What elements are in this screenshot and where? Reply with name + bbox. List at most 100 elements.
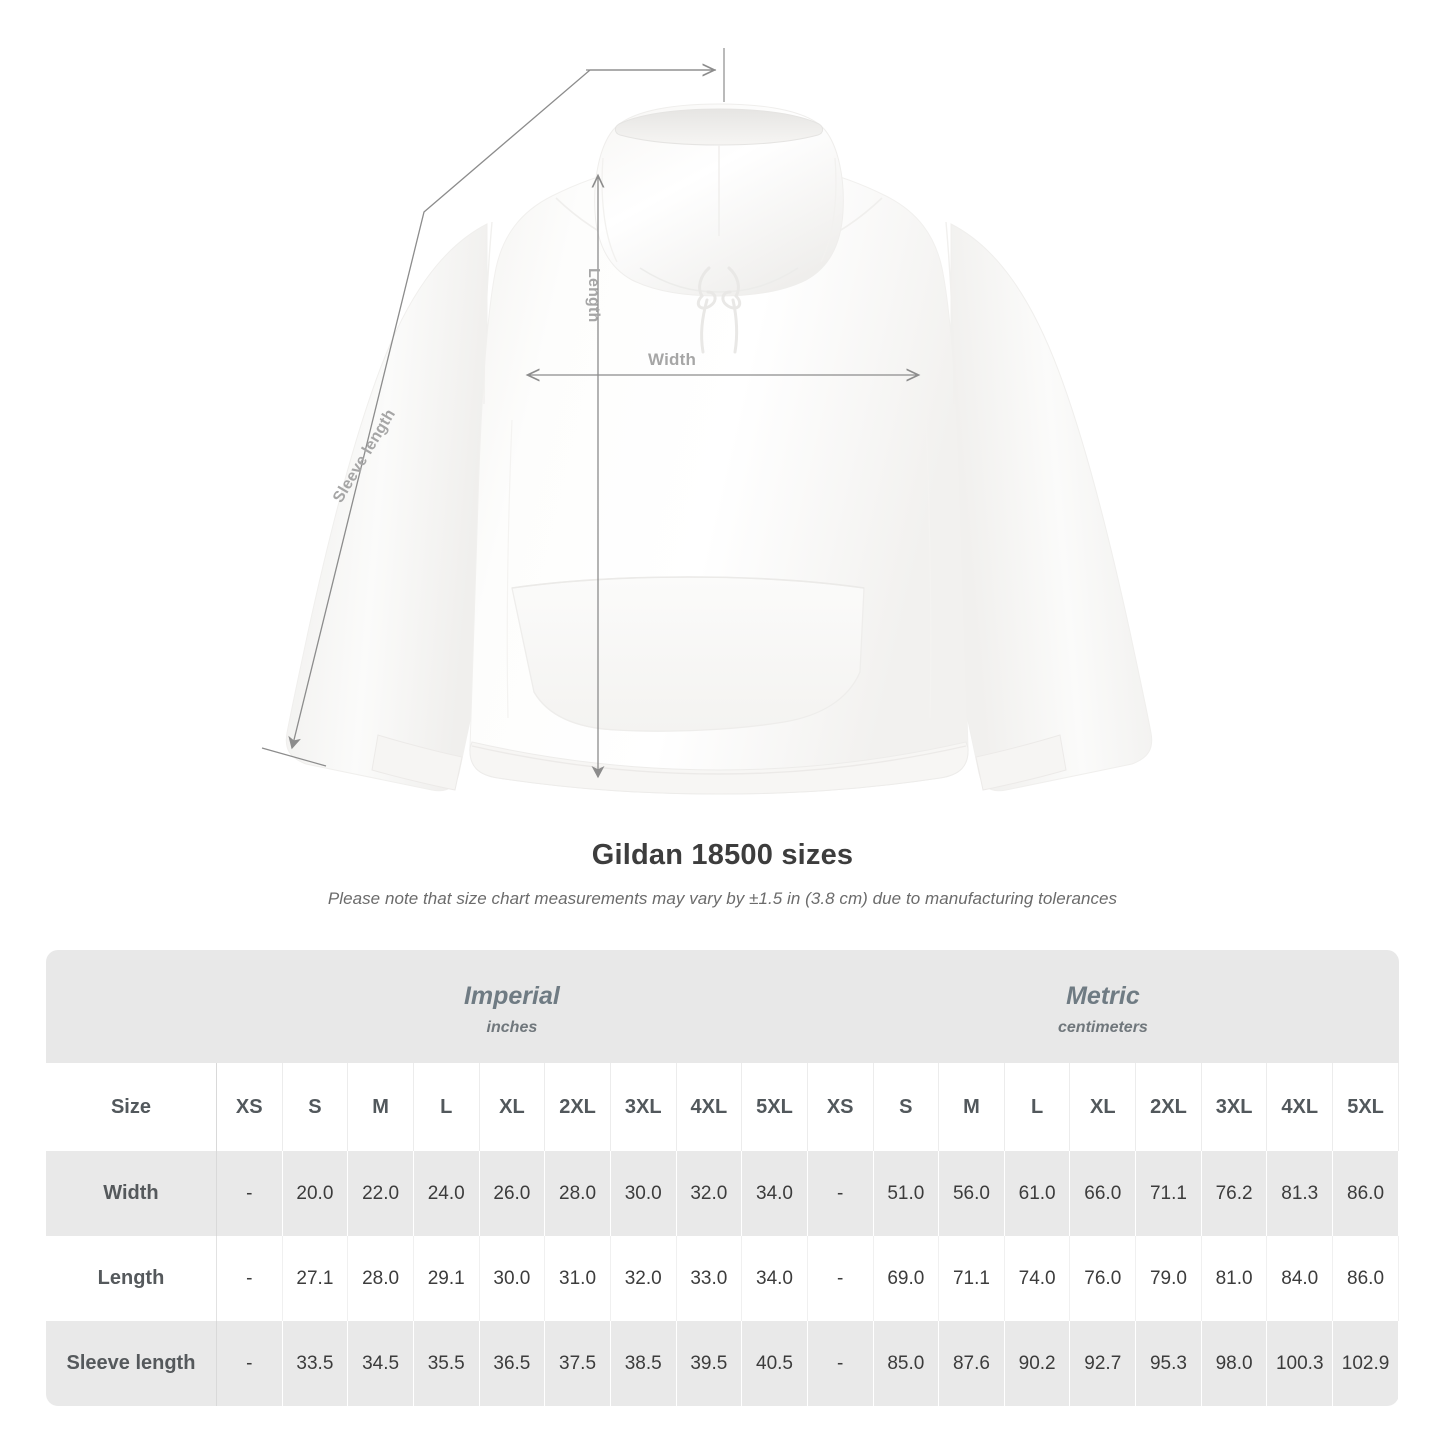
cell-length-imperial-2xl: 31.0 (544, 1236, 611, 1321)
size-header-metric-5xl: 5XL (1332, 1063, 1399, 1151)
table-head: Imperial inches Metric centimeters Size … (46, 950, 1399, 1151)
measurement-lines (261, 48, 918, 777)
cell-width-imperial-l: 24.0 (413, 1151, 480, 1236)
cell-width-imperial-s: 20.0 (282, 1151, 349, 1236)
drawstring (696, 266, 742, 354)
garment-illustration: Width Length Sleeve length (261, 48, 1153, 795)
cell-width-imperial-3xl: 30.0 (610, 1151, 677, 1236)
unit-sub-metric: centimeters (1058, 1019, 1148, 1037)
cell-length-imperial-xl: 30.0 (479, 1236, 546, 1321)
size-header-metric-xs: XS (806, 1063, 874, 1151)
cell-sleeve-length-metric-xs: - (806, 1321, 874, 1406)
cell-length-metric-3xl: 81.0 (1201, 1236, 1268, 1321)
unit-sub-imperial: inches (486, 1019, 538, 1037)
cell-sleeve-length-metric-s: 85.0 (873, 1321, 940, 1406)
cell-width-metric-xl: 66.0 (1069, 1151, 1137, 1236)
unit-header-row: Imperial inches Metric centimeters (46, 950, 1399, 1063)
cell-sleeve-length-metric-5xl: 102.9 (1332, 1321, 1399, 1406)
size-header-imperial-4xl: 4XL (676, 1063, 743, 1151)
cell-length-imperial-4xl: 33.0 (676, 1236, 743, 1321)
sleeve-bottom-tick (261, 747, 327, 767)
size-header-imperial-l: L (413, 1063, 480, 1151)
unit-name-metric: Metric (1066, 981, 1140, 1010)
cell-sleeve-length-metric-4xl: 100.3 (1266, 1321, 1334, 1406)
cell-width-metric-l: 61.0 (1004, 1151, 1071, 1236)
size-header-imperial-m: M (347, 1063, 414, 1151)
cell-sleeve-length-imperial-s: 33.5 (282, 1321, 349, 1406)
cell-sleeve-length-metric-xl: 92.7 (1069, 1321, 1137, 1406)
cell-sleeve-length-imperial-m: 34.5 (347, 1321, 414, 1406)
unit-block-imperial: Imperial inches (216, 950, 808, 1063)
row-label-sleeve-length: Sleeve length (46, 1321, 217, 1406)
cell-length-metric-xl: 76.0 (1069, 1236, 1137, 1321)
cell-length-imperial-5xl: 34.0 (741, 1236, 808, 1321)
tolerance-note: Please note that size chart measurements… (327, 888, 1118, 908)
size-column-header: Size (46, 1063, 217, 1151)
size-header-imperial-xs: XS (216, 1063, 283, 1151)
cell-sleeve-length-imperial-xl: 36.5 (479, 1321, 546, 1406)
cell-width-imperial-m: 22.0 (347, 1151, 414, 1236)
cell-width-metric-5xl: 86.0 (1332, 1151, 1399, 1236)
cell-length-metric-4xl: 84.0 (1266, 1236, 1334, 1321)
size-header-imperial-xl: XL (479, 1063, 546, 1151)
cell-sleeve-length-imperial-5xl: 40.5 (741, 1321, 808, 1406)
cell-sleeve-length-imperial-l: 35.5 (413, 1321, 480, 1406)
cell-sleeve-length-metric-l: 90.2 (1004, 1321, 1071, 1406)
cell-width-metric-s: 51.0 (873, 1151, 940, 1236)
size-chart-table: Imperial inches Metric centimeters Size … (46, 950, 1399, 1406)
unit-block-metric: Metric centimeters (807, 950, 1399, 1063)
size-header-metric-m: M (938, 1063, 1005, 1151)
size-chart-table-wrap: Imperial inches Metric centimeters Size … (46, 950, 1399, 1406)
size-header-metric-2xl: 2XL (1135, 1063, 1202, 1151)
cell-width-metric-2xl: 71.1 (1135, 1151, 1202, 1236)
table-row: Length -27.1 28.0 29.1 30.0 31.0 32.0 33.0 34.0-… (46, 1236, 1399, 1321)
table-row: Sleeve length -33.5 34.5 35.5 36.5 37.5 38.5 39… (46, 1321, 1399, 1406)
size-header-metric-3xl: 3XL (1201, 1063, 1268, 1151)
cell-sleeve-length-imperial-4xl: 39.5 (676, 1321, 743, 1406)
table-body: Width -20.0 22.0 24.0 26.0 28.0 30.0 32.0 34.0-5… (46, 1151, 1399, 1406)
page-title: Gildan 18500 sizes (591, 839, 854, 871)
table-row: Width -20.0 22.0 24.0 26.0 28.0 30.0 32.0 34.0-5… (46, 1151, 1399, 1236)
row-label-width: Width (46, 1151, 217, 1236)
cell-sleeve-length-imperial-2xl: 37.5 (544, 1321, 611, 1406)
cell-sleeve-length-imperial-3xl: 38.5 (610, 1321, 677, 1406)
unit-spacer-cell (46, 950, 217, 1063)
size-header-imperial-3xl: 3XL (610, 1063, 677, 1151)
size-header-metric-4xl: 4XL (1266, 1063, 1334, 1151)
size-header-metric-l: L (1004, 1063, 1071, 1151)
cell-length-imperial-s: 27.1 (282, 1236, 349, 1321)
size-header-row: Size XS S M L XL 2XL 3XL 4XL 5XL XS S M L XL 2XL 3XL 4XL… (46, 1063, 1399, 1151)
cell-width-metric-m: 56.0 (938, 1151, 1005, 1236)
unit-name-imperial: Imperial (463, 981, 560, 1010)
cell-width-imperial-2xl: 28.0 (544, 1151, 611, 1236)
cell-width-imperial-4xl: 32.0 (676, 1151, 743, 1236)
hoodie-diagram-svg (261, 48, 1153, 795)
title-block: Gildan 18500 sizes Please note that size… (0, 839, 1445, 909)
size-header-imperial-s: S (282, 1063, 349, 1151)
cell-sleeve-length-metric-3xl: 98.0 (1201, 1321, 1268, 1406)
hoodie-artwork (285, 103, 1153, 795)
size-header-imperial-2xl: 2XL (544, 1063, 611, 1151)
cell-width-imperial-xl: 26.0 (479, 1151, 546, 1236)
cell-length-metric-2xl: 79.0 (1135, 1236, 1202, 1321)
cell-width-metric-3xl: 76.2 (1201, 1151, 1268, 1236)
cell-length-imperial-3xl: 32.0 (610, 1236, 677, 1321)
row-label-length: Length (46, 1236, 217, 1321)
cell-length-metric-m: 71.1 (938, 1236, 1005, 1321)
cell-length-imperial-m: 28.0 (347, 1236, 414, 1321)
cell-width-imperial-5xl: 34.0 (741, 1151, 808, 1236)
cell-length-metric-5xl: 86.0 (1332, 1236, 1399, 1321)
size-header-imperial-5xl: 5XL (741, 1063, 808, 1151)
cell-length-metric-xs: - (806, 1236, 874, 1321)
size-header-metric-s: S (873, 1063, 940, 1151)
cell-length-metric-s: 69.0 (873, 1236, 940, 1321)
cell-sleeve-length-metric-m: 87.6 (938, 1321, 1005, 1406)
cell-width-imperial-xs: - (216, 1151, 283, 1236)
cell-length-imperial-xs: - (216, 1236, 283, 1321)
cell-sleeve-length-metric-2xl: 95.3 (1135, 1321, 1202, 1406)
cell-width-metric-xs: - (806, 1151, 874, 1236)
cell-sleeve-length-imperial-xs: - (216, 1321, 283, 1406)
cell-length-imperial-l: 29.1 (413, 1236, 480, 1321)
size-header-metric-xl: XL (1069, 1063, 1137, 1151)
